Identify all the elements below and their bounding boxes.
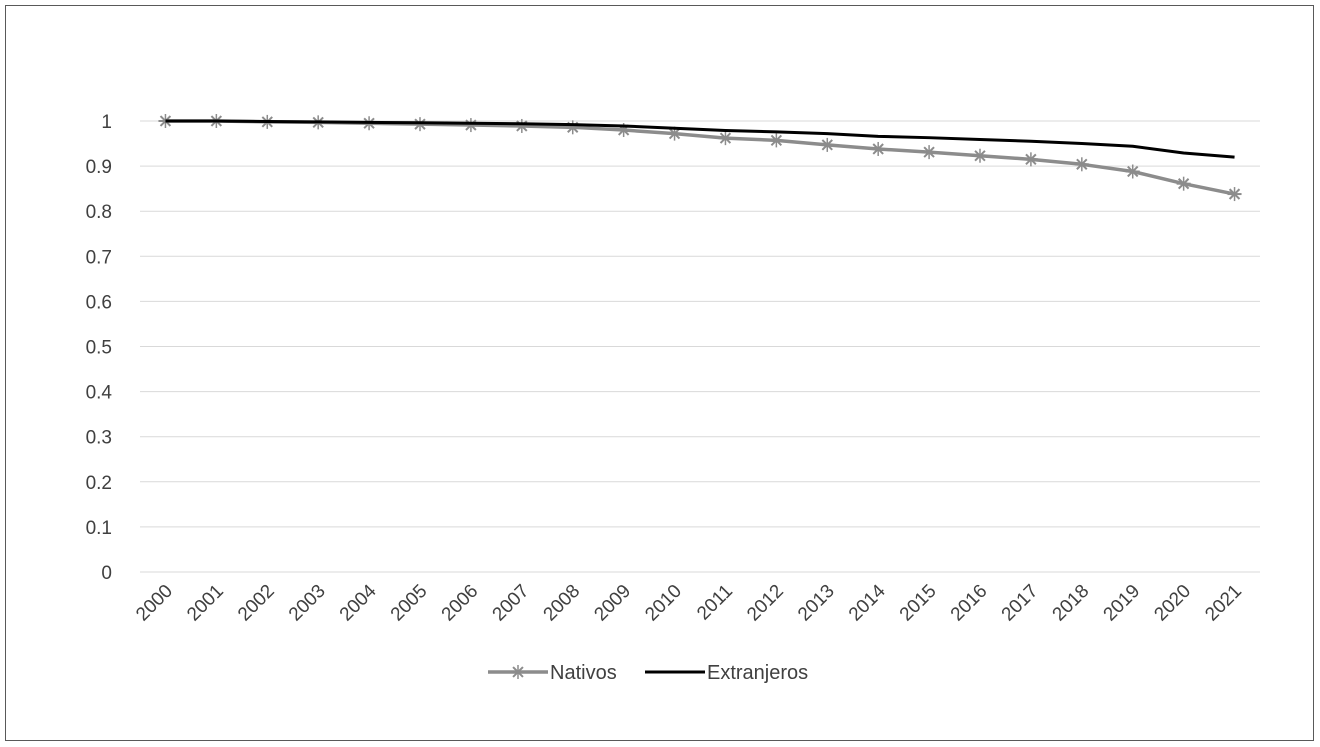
y-tick-label: 0.7 [86, 247, 112, 268]
asterisk-marker [514, 118, 529, 133]
legend-label: Nativos [550, 662, 617, 684]
asterisk-marker [718, 131, 733, 146]
asterisk-marker [973, 148, 987, 163]
y-tick-label: 0.5 [86, 338, 112, 359]
asterisk-marker [871, 141, 886, 156]
x-tick-label: 2021 [1201, 581, 1246, 626]
asterisk-marker [1125, 164, 1140, 179]
asterisk-marker [922, 145, 937, 160]
x-tick-label: 2007 [489, 581, 534, 626]
x-tick-label: 2003 [285, 581, 330, 626]
x-tick-label: 2001 [183, 581, 228, 626]
legend-label: Extranjeros [707, 662, 808, 684]
asterisk-marker [820, 137, 835, 152]
x-axis-ticks: 2000 2001 2002 2003 2004 2005 2006 2007 2008 2009… [132, 580, 1246, 625]
x-tick-label: 2018 [1049, 581, 1094, 626]
asterisk-marker [667, 126, 682, 141]
legend-item: Extranjeros [645, 662, 808, 684]
legend-item: Nativos [488, 662, 617, 684]
x-tick-label: 2012 [743, 581, 788, 626]
x-tick-label: 2006 [438, 581, 483, 626]
x-tick-label: 2011 [693, 581, 737, 625]
asterisk-marker [1227, 187, 1242, 202]
x-tick-label: 2015 [896, 581, 941, 626]
y-tick-label: 0.3 [86, 428, 112, 449]
y-axis-ticks: 0 0.1 0.2 0.3 0.4 0.5 0.6 0.7 0.8 0.9 1 [86, 112, 113, 584]
y-tick-label: 0.8 [86, 202, 112, 223]
x-tick-label: 2008 [540, 581, 585, 626]
gridlines [140, 120, 1260, 573]
x-tick-label: 2017 [998, 581, 1043, 626]
asterisk-marker [769, 133, 784, 148]
x-tick-label: 2005 [387, 581, 432, 626]
asterisk-marker [511, 665, 525, 679]
asterisk-marker [463, 118, 478, 133]
x-tick-label: 2000 [132, 581, 177, 626]
x-tick-label: 2020 [1150, 581, 1195, 626]
series-line-extranjeros [165, 119, 1235, 159]
series-lines [158, 114, 1242, 202]
y-tick-label: 1 [101, 112, 112, 133]
x-tick-label: 2009 [590, 581, 635, 626]
x-tick-label: 2014 [845, 580, 890, 625]
y-tick-label: 0.9 [86, 157, 112, 178]
x-tick-label: 2004 [336, 580, 381, 625]
series-line-nativos [165, 119, 1235, 196]
y-tick-label: 0 [101, 563, 112, 584]
legend: Nativos Extranjeros [488, 662, 808, 684]
x-tick-label: 2019 [1100, 581, 1145, 626]
y-tick-label: 0.4 [86, 383, 113, 404]
y-tick-label: 0.2 [86, 473, 112, 494]
y-tick-label: 0.6 [86, 292, 112, 313]
x-tick-label: 2013 [794, 581, 839, 626]
asterisk-marker [1023, 152, 1038, 167]
asterisk-marker [565, 120, 580, 135]
asterisk-marker [1074, 157, 1089, 172]
x-tick-label: 2010 [641, 581, 686, 626]
x-tick-label: 2002 [234, 581, 279, 626]
y-tick-label: 0.1 [86, 518, 112, 539]
x-tick-label: 2016 [947, 581, 992, 626]
asterisk-marker [1176, 176, 1191, 191]
